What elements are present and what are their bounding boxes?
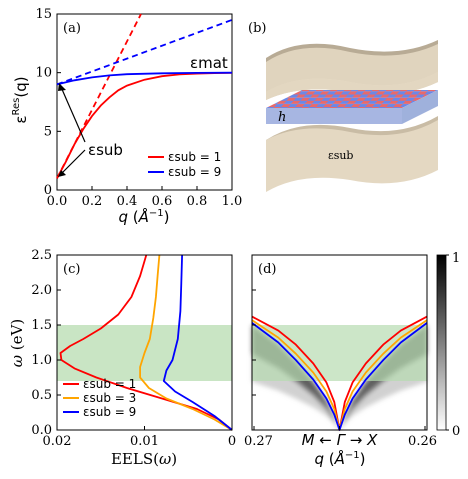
arrow-down [60, 149, 86, 175]
legend-c: εsub = 1 εsub = 3 εsub = 9 [63, 377, 136, 419]
panel-a-frame [56, 13, 233, 191]
panel-c-ytick: 1.5 [31, 318, 52, 333]
panel-d-label: (d) [258, 262, 276, 277]
panel-a-ytick: 15 [35, 7, 52, 22]
panel-d: 0.27 M ← Γ → X 0.26 (d) q (Å−1) 1 0 [244, 251, 460, 468]
panel-c: 0.02 0.01 0 0.0 0.5 1.0 1.5 2.0 2.5 (c) εsub = 1… [8, 248, 236, 468]
panel-c-series-sub-9 [162, 254, 233, 431]
colorbar [436, 254, 447, 431]
panel-a-xtick: 0.0 [47, 194, 68, 209]
panel-a-xlabel: q (Å−1) [118, 207, 169, 226]
arrow-up [60, 86, 86, 143]
panel-a-series-sub-9-linear [56, 19, 233, 86]
layer-checker [266, 90, 438, 108]
panel-a-xtick: 0.8 [187, 194, 208, 209]
panel-c-ytick: 0.0 [31, 423, 52, 438]
panel-c-series-sub-3 [139, 254, 233, 431]
substrate-body [266, 120, 438, 192]
panel-c-xtick: 0 [228, 434, 236, 449]
substrate-label: εsub [328, 149, 353, 162]
panel-a-series-sub-1-linear [56, 13, 142, 179]
panel-b-label: (b) [248, 21, 266, 36]
panel-a-xtick: 1.0 [222, 194, 243, 209]
panel-d-xlabel: q (Å−1) [314, 449, 365, 468]
panel-c-xlabel: EELS(ω) [111, 450, 177, 468]
panel-c-xtick: 0.01 [130, 434, 159, 449]
panel-a-ylabel: εRes(q) [11, 76, 30, 123]
svg-text:ω (eV): ω (eV) [8, 319, 26, 367]
colorbar-max: 1 [452, 251, 460, 266]
legend-a-entry-2: εsub = 9 [168, 165, 221, 179]
annotation-eps-sub: εsub [88, 141, 123, 159]
panel-a-xtick: 0.2 [82, 194, 103, 209]
panel-c-ytick: 1.0 [31, 353, 52, 368]
panel-c-ytick: 2.0 [31, 283, 52, 298]
legend-a: εsub = 1 εsub = 9 [148, 150, 221, 179]
legend-c-entry-1: εsub = 1 [83, 377, 136, 391]
panel-c-ylabel: ω (eV) [8, 319, 26, 367]
panel-a: 0.0 0.2 0.4 0.6 0.8 1.0 0 5 10 15 (a) εmat εsub ε… [11, 7, 242, 226]
panel-d-xtick: M ← Γ → X [302, 431, 379, 449]
arrow-up-head [58, 83, 66, 91]
panel-d-xtick: 0.26 [408, 434, 437, 449]
svg-text:εRes(q): εRes(q) [11, 76, 30, 123]
arrow-down-head [58, 170, 66, 177]
layer-label-h: h [278, 110, 286, 125]
legend-a-entry-1: εsub = 1 [168, 150, 221, 164]
panel-a-xtick: 0.6 [152, 194, 173, 209]
colorbar-min: 0 [452, 424, 460, 439]
panel-b-diagram: (b) h εsub [248, 21, 438, 192]
panel-d-xtick: 0.27 [244, 434, 273, 449]
legend-c-entry-2: εsub = 3 [83, 391, 136, 405]
panel-a-ytick: 5 [44, 124, 52, 139]
panel-c-xtick: 0.02 [43, 434, 72, 449]
annotation-eps-mat: εmat [190, 54, 228, 72]
panel-a-ytick: 10 [35, 66, 52, 81]
panel-a-xtick: 0.4 [117, 194, 138, 209]
panel-a-label: (a) [63, 21, 81, 36]
panel-c-ytick: 2.5 [31, 248, 52, 263]
top-slab-body [266, 44, 438, 100]
panel-a-ytick: 0 [44, 183, 52, 198]
layer-front [266, 108, 402, 124]
panel-a-series-sub-9 [56, 71, 233, 86]
panel-c-ytick: 0.5 [31, 388, 52, 403]
panel-d-band [252, 325, 427, 381]
panel-c-label: (c) [63, 262, 80, 277]
legend-c-entry-3: εsub = 9 [83, 405, 136, 419]
